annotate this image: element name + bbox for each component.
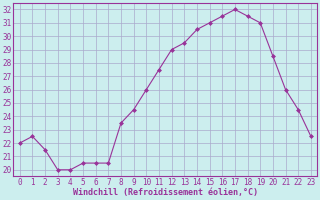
- X-axis label: Windchill (Refroidissement éolien,°C): Windchill (Refroidissement éolien,°C): [73, 188, 258, 197]
